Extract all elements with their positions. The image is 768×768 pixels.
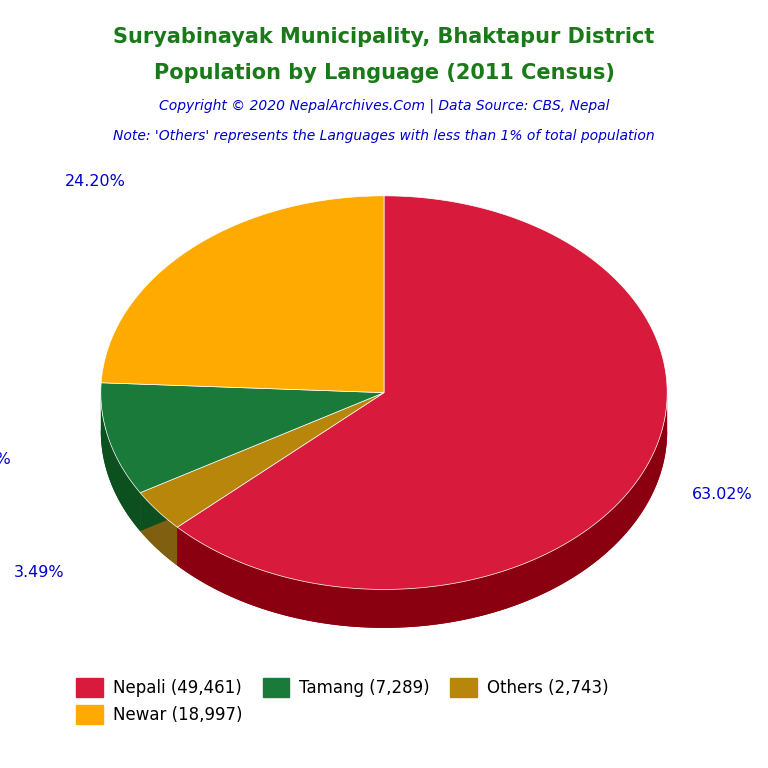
Text: Note: 'Others' represents the Languages with less than 1% of total population: Note: 'Others' represents the Languages … [113,129,655,143]
Polygon shape [101,382,384,493]
Polygon shape [177,394,667,627]
Text: Population by Language (2011 Census): Population by Language (2011 Census) [154,63,614,83]
Polygon shape [177,392,384,565]
Text: 3.49%: 3.49% [15,564,65,580]
Polygon shape [140,392,384,531]
Legend: Nepali (49,461), Newar (18,997), Tamang (7,289), Others (2,743): Nepali (49,461), Newar (18,997), Tamang … [70,671,615,731]
Polygon shape [101,430,384,531]
Polygon shape [140,493,177,565]
Polygon shape [177,392,384,565]
Text: 63.02%: 63.02% [691,487,752,502]
Polygon shape [177,196,667,589]
Text: 9.29%: 9.29% [0,452,11,467]
Polygon shape [101,196,384,392]
Polygon shape [101,392,140,531]
Text: Suryabinayak Municipality, Bhaktapur District: Suryabinayak Municipality, Bhaktapur Dis… [114,27,654,47]
Polygon shape [140,431,384,565]
Polygon shape [177,431,667,627]
Polygon shape [140,392,384,527]
Text: Copyright © 2020 NepalArchives.Com | Data Source: CBS, Nepal: Copyright © 2020 NepalArchives.Com | Dat… [159,98,609,113]
Polygon shape [140,392,384,531]
Text: 24.20%: 24.20% [65,174,126,189]
